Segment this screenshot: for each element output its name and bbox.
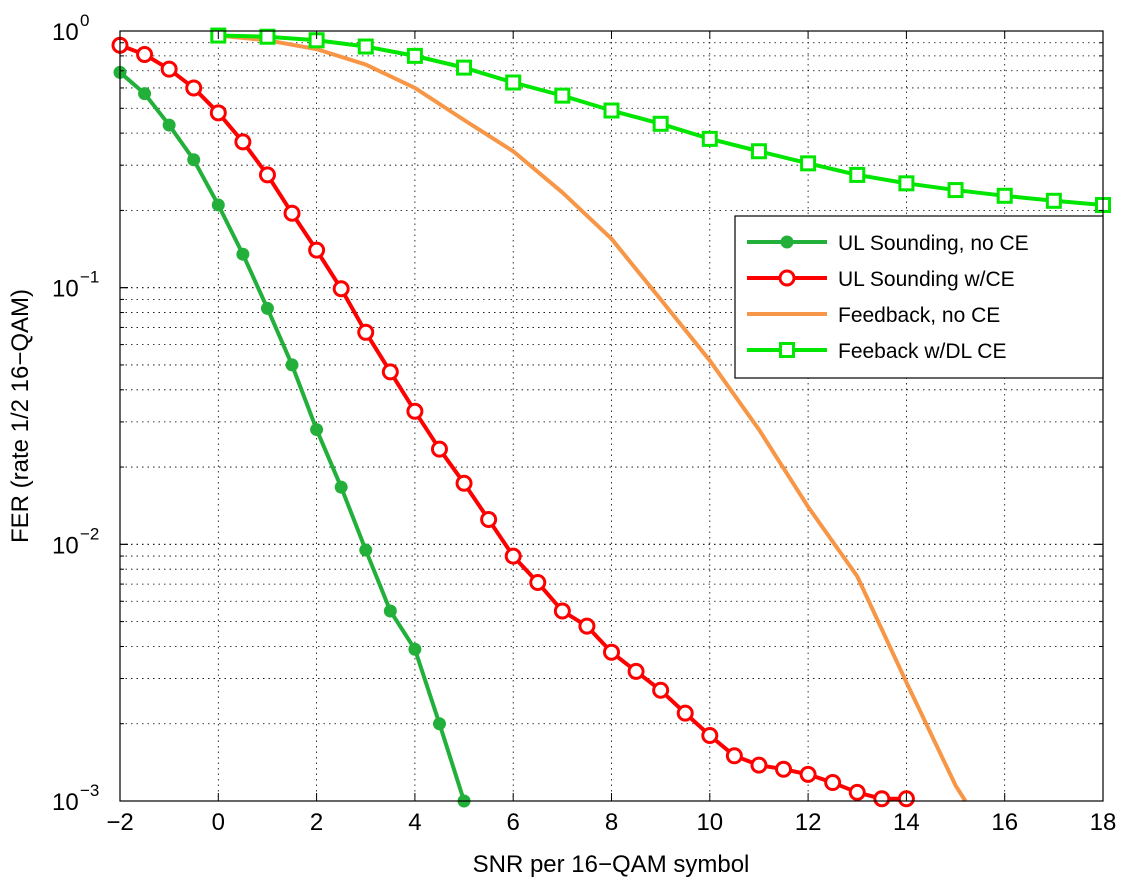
x-tick-label: −2 xyxy=(106,809,133,836)
legend-marker xyxy=(781,344,794,357)
data-point xyxy=(359,40,372,53)
data-point xyxy=(949,184,962,197)
data-point xyxy=(556,89,569,102)
data-point xyxy=(875,792,889,806)
data-point xyxy=(458,61,471,74)
y-tick-label: 10 xyxy=(52,19,79,46)
legend-label: UL Sounding w/CE xyxy=(838,268,1015,291)
data-point xyxy=(212,199,224,211)
data-point xyxy=(139,88,151,100)
legend-label: Feedback, no CE xyxy=(838,304,1000,327)
data-point xyxy=(162,62,176,76)
data-point xyxy=(850,785,864,799)
data-point xyxy=(703,728,717,742)
y-tick-exponent: −3 xyxy=(80,781,99,800)
legend-label: UL Sounding, no CE xyxy=(838,232,1029,255)
data-point xyxy=(360,544,372,556)
data-point xyxy=(384,605,396,617)
data-point xyxy=(432,442,446,456)
x-axis-label: SNR per 16−QAM symbol xyxy=(473,851,750,878)
data-point xyxy=(237,248,249,260)
x-tick-label: 2 xyxy=(310,809,323,836)
data-point xyxy=(285,206,299,220)
data-point xyxy=(1047,194,1060,207)
x-tick-labels: −2 0 2 4 6 8 10 12 14 16 18 xyxy=(106,809,1116,836)
data-point xyxy=(261,302,273,314)
data-point xyxy=(334,282,348,296)
data-point xyxy=(752,758,766,772)
data-point xyxy=(163,119,175,131)
data-point xyxy=(261,30,274,43)
data-point xyxy=(531,576,545,590)
x-tick-label: 12 xyxy=(795,809,822,836)
x-tick-label: 14 xyxy=(893,809,920,836)
data-point xyxy=(801,767,815,781)
y-tick-label: 10 xyxy=(52,276,79,303)
y-tick-label: 10 xyxy=(52,532,79,559)
y-tick-label: 10 xyxy=(52,789,79,816)
data-point xyxy=(507,76,520,89)
legend: UL Sounding, no CE UL Sounding w/CE Feedba… xyxy=(735,216,1103,378)
data-point xyxy=(605,645,619,659)
data-point xyxy=(408,404,422,418)
data-point xyxy=(359,325,373,339)
data-point xyxy=(187,81,201,95)
x-tick-label: 8 xyxy=(605,809,618,836)
x-tick-label: 6 xyxy=(507,809,520,836)
data-point xyxy=(900,177,913,190)
y-tick-exponent: −1 xyxy=(80,268,99,287)
data-point xyxy=(826,776,840,790)
data-point xyxy=(311,424,323,436)
data-point xyxy=(629,664,643,678)
data-point xyxy=(777,762,791,776)
data-point xyxy=(286,359,298,371)
data-point xyxy=(211,106,225,120)
data-point xyxy=(457,476,471,490)
legend-marker xyxy=(781,236,793,248)
y-axis-label: FER (rate 1/2 16−QAM) xyxy=(7,289,34,543)
data-point xyxy=(506,549,520,563)
data-point xyxy=(605,104,618,117)
legend-marker xyxy=(780,271,794,285)
data-point xyxy=(236,135,250,149)
y-tick-exponent: −2 xyxy=(80,524,99,543)
data-point xyxy=(482,512,496,526)
data-point xyxy=(678,706,692,720)
data-point xyxy=(555,604,569,618)
data-point xyxy=(433,718,445,730)
data-point xyxy=(851,168,864,181)
data-point xyxy=(580,619,594,633)
x-tick-label: 0 xyxy=(212,809,225,836)
data-point xyxy=(703,132,716,145)
data-point xyxy=(383,365,397,379)
legend-label: Feeback w/DL CE xyxy=(838,340,1006,363)
x-tick-label: 18 xyxy=(1090,809,1117,836)
data-point xyxy=(752,145,765,158)
data-point xyxy=(409,643,421,655)
data-point xyxy=(310,243,324,257)
data-point xyxy=(138,47,152,61)
x-tick-label: 10 xyxy=(696,809,723,836)
data-point xyxy=(998,189,1011,202)
data-point xyxy=(727,749,741,763)
data-point xyxy=(654,683,668,697)
data-point xyxy=(188,154,200,166)
x-tick-label: 4 xyxy=(408,809,421,836)
x-tick-label: 16 xyxy=(991,809,1018,836)
data-point xyxy=(260,168,274,182)
data-point xyxy=(654,117,667,130)
data-point xyxy=(335,481,347,493)
data-point xyxy=(408,49,421,62)
data-point xyxy=(802,157,815,170)
y-tick-exponent: 0 xyxy=(80,11,89,30)
